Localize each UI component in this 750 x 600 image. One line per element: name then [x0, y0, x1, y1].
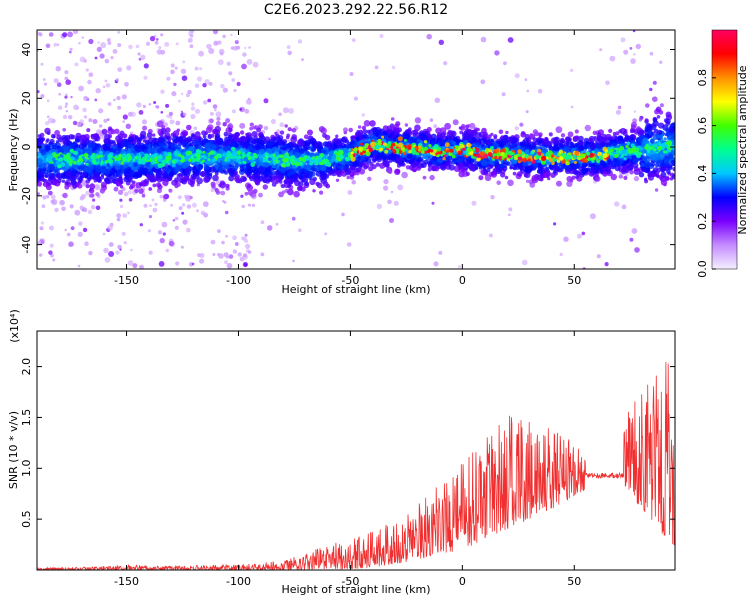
- snr-xtick-label: 50: [567, 575, 581, 588]
- spectrogram-panel: -150 -100 -50 0 50 -40 -20 0 20 40 Height of stra…: [7, 29, 676, 296]
- snr-ytick-label: 1.5: [20, 409, 33, 427]
- snr-xtick-label: -150: [114, 575, 139, 588]
- snr-xtick-label: -50: [341, 575, 359, 588]
- spectrogram-xtick-label: 50: [567, 274, 581, 287]
- colorbar-gradient: [711, 29, 738, 270]
- spectrogram-xtick-label: -50: [341, 274, 359, 287]
- snr-ytick-label: 0.5: [20, 510, 33, 528]
- snr-series-line: [37, 361, 675, 570]
- spectrogram-xtick-label: -100: [226, 274, 251, 287]
- spectrogram-ytick-label: 0: [20, 144, 33, 151]
- snr-frame: [36, 330, 676, 571]
- colorbar-tick-label: 0.2: [696, 212, 709, 230]
- colorbar: 0.0 0.2 0.4 0.6 0.8 Normalized spectral ampl…: [696, 29, 749, 278]
- colorbar-tick-label: 0.8: [696, 69, 709, 87]
- spectrogram-xtick-label: 0: [459, 274, 466, 287]
- spectrogram-axes: -150 -100 -50 0 50 -40 -20 0 20 40: [20, 30, 675, 287]
- spectrogram-ytick-label: 20: [20, 91, 33, 105]
- snr-ytick-label: 2.0: [20, 358, 33, 376]
- spectrogram-ylabel: Frequency (Hz): [7, 109, 20, 192]
- snr-scale-label: (x10⁴): [8, 309, 21, 343]
- spectrogram-ytick-label: -20: [20, 187, 33, 205]
- colorbar-tick-label: 0.4: [696, 165, 709, 183]
- spectrogram-ytick-label: 40: [20, 43, 33, 57]
- snr-panel: -150 -100 -50 0 50 0.5 1.0 1.5 2.0 Height of str…: [7, 309, 676, 596]
- spectrogram-frame: [36, 29, 676, 270]
- colorbar-tick-label: 0.0: [696, 260, 709, 278]
- spectrogram-xlabel: Height of straight line (km): [281, 283, 430, 296]
- figure-title: C2E6.2023.292.22.56.R12: [264, 2, 448, 18]
- snr-axes: -150 -100 -50 0 50 0.5 1.0 1.5 2.0: [20, 331, 675, 588]
- snr-xlabel: Height of straight line (km): [281, 583, 430, 596]
- colorbar-ticks: 0.0 0.2 0.4 0.6 0.8: [696, 69, 716, 278]
- spectrogram-xtick-label: -150: [114, 274, 139, 287]
- spectrogram-ytick-label: -40: [20, 236, 33, 254]
- snr-ytick-label: 1.0: [20, 460, 33, 478]
- snr-xtick-label: 0: [459, 575, 466, 588]
- colorbar-label: Normalized spectral amplitude: [736, 65, 749, 234]
- snr-ylabel: SNR (10 * v/v): [7, 411, 20, 489]
- spectrogram-heatmap: [37, 30, 675, 269]
- colorbar-tick-label: 0.6: [696, 117, 709, 135]
- snr-xtick-label: -100: [226, 575, 251, 588]
